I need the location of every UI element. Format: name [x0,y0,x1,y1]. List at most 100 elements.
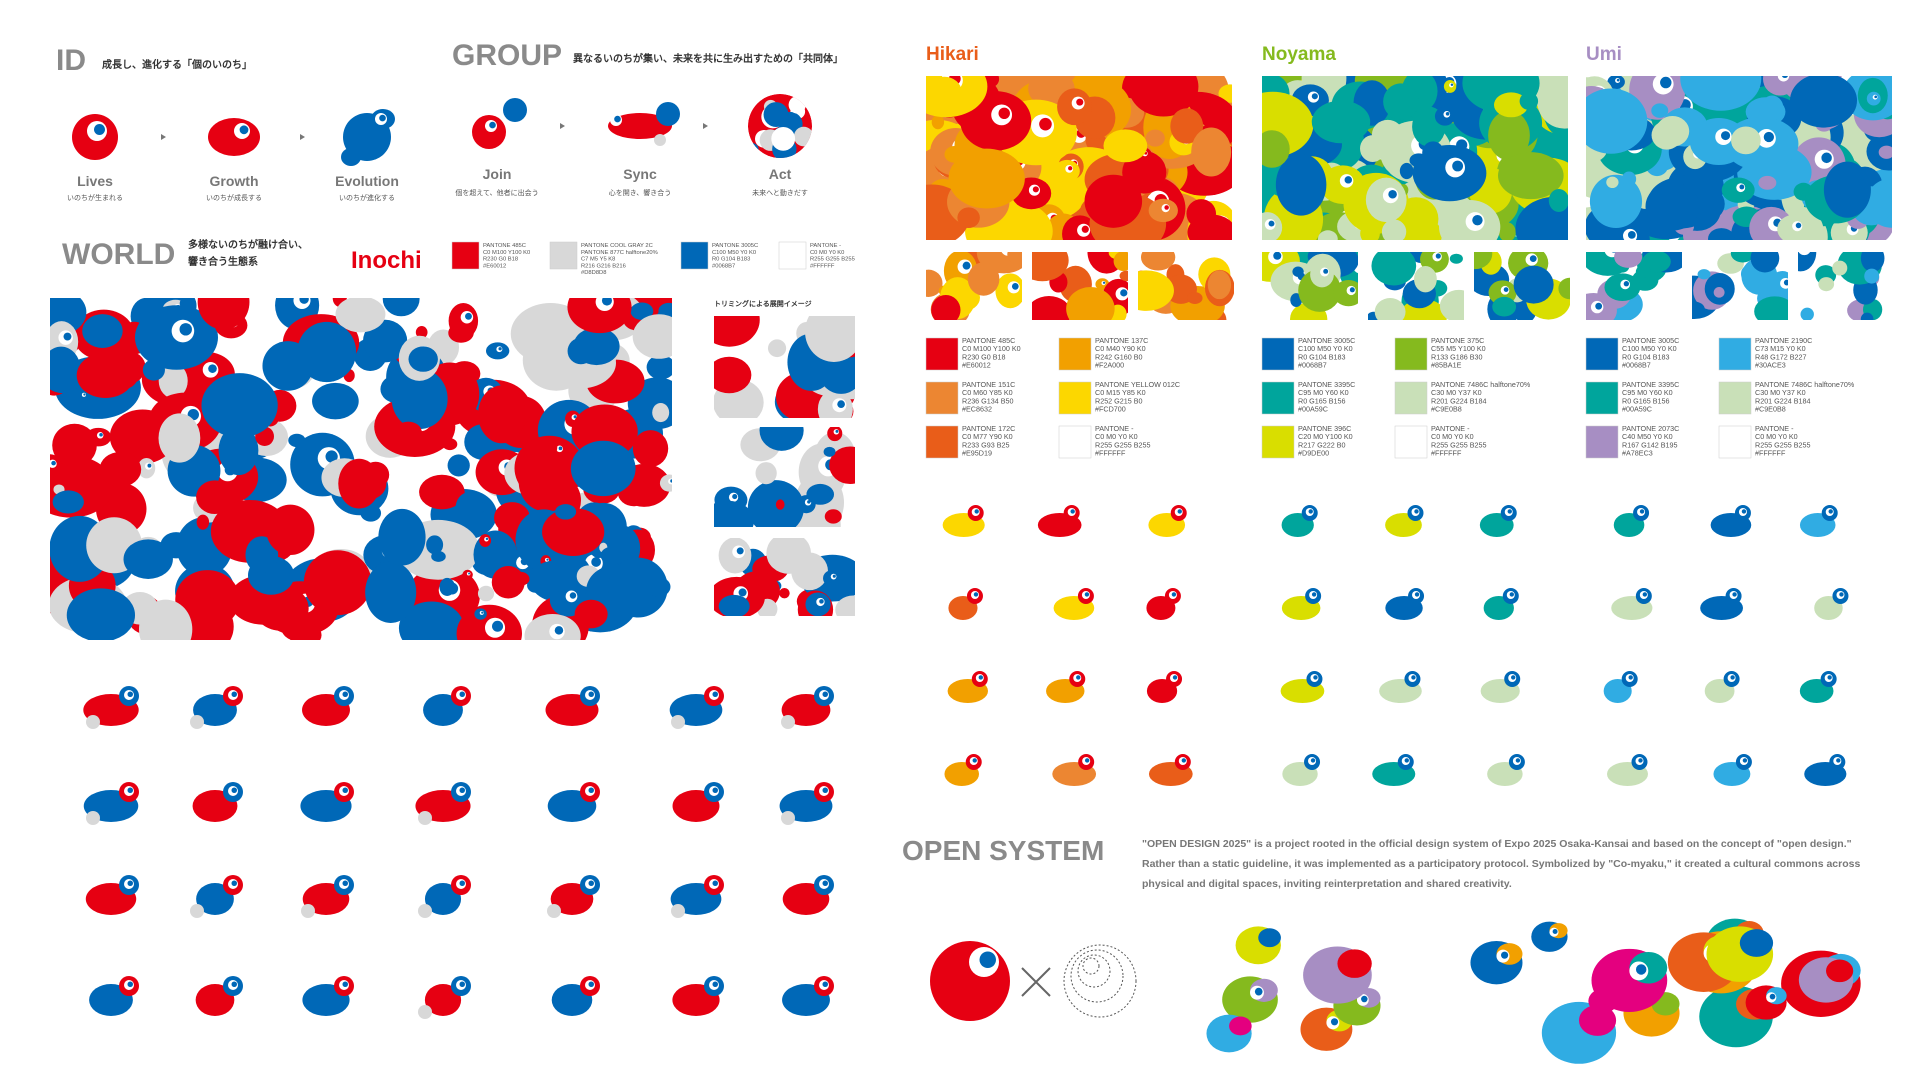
blob [158,363,188,399]
blob [1066,287,1115,320]
pupil [459,787,465,793]
blob [362,319,408,363]
pupil [1730,675,1735,680]
trimming-label: トリミングによる展開イメージ [714,299,812,308]
blob [755,462,777,485]
blob [714,316,760,347]
mascot [1052,754,1097,786]
mascot [1372,754,1416,786]
blob-character [1222,976,1278,1023]
blob [1383,83,1419,120]
pupil [1171,592,1177,597]
pupil [325,450,338,463]
mascot [947,671,988,703]
swatch-text: R201 G224 B184 [1755,396,1811,405]
blob [659,474,672,492]
blob [1170,108,1204,144]
swatch-text: PANTONE 3005C [1622,336,1679,345]
blob [1488,110,1530,161]
mascot [423,686,471,726]
swatch [1718,381,1752,415]
theme-name: Umi [1586,44,1622,65]
blob [1258,928,1281,948]
swatch-text: R255 G255 B255 [1095,440,1151,449]
pupil [573,415,577,419]
pupil [822,787,828,793]
pupil [822,880,828,886]
swatch-text: C7 M5 Y5 K8 [581,257,615,263]
blob [1878,145,1892,159]
blob [1207,270,1232,300]
pattern [926,252,1022,320]
pupil [569,592,577,599]
blob [335,298,386,333]
swatch-text: #FCD700 [1095,405,1126,414]
blob [600,546,625,565]
eye [1777,76,1790,82]
blob [82,314,123,348]
swatch-text: C95 M0 Y60 K0 [1298,388,1349,397]
blob [793,126,812,147]
pupil [670,479,672,483]
blob [418,811,432,825]
pupil [127,787,133,793]
stage-label: Lives [77,173,113,189]
blob [1860,312,1874,320]
pupil [712,981,718,987]
pupil [63,332,72,341]
pupil [712,787,718,793]
blob [312,382,359,420]
pupil [558,446,563,451]
pupil [1627,230,1636,239]
pattern [1474,252,1570,320]
blob [1586,88,1648,154]
pattern [1692,252,1788,320]
pupil [1628,675,1633,680]
mascot [1799,671,1837,703]
pupil [1361,995,1368,1003]
blob [1007,252,1022,265]
pupil [1742,758,1748,763]
blob-character [1235,926,1281,965]
pupil [588,787,594,793]
eye [1798,252,1811,256]
blob [426,535,444,555]
pupil [1358,261,1366,269]
blob [1498,152,1564,200]
blob [1140,252,1176,271]
blob [190,904,204,918]
pupil [832,574,836,578]
id-title: ID [56,44,86,77]
pupil [1330,1018,1339,1026]
blob [1145,129,1165,147]
mascot [1046,671,1086,703]
mascot [942,505,985,537]
mascot [1483,588,1519,620]
mascot [782,976,834,1016]
blob [671,715,685,729]
swatch [778,241,807,270]
stage-caption: 心を開き、響き合う [609,188,672,197]
pupil [1172,675,1178,680]
blob [1492,296,1517,317]
mascot [672,976,724,1016]
pupil [489,121,496,129]
blob [1758,175,1777,190]
blob [1739,929,1774,957]
pupil [1177,509,1182,514]
pupil [1769,993,1776,1000]
blob [245,536,279,574]
mascot [1280,671,1325,703]
swatch-text: C20 M0 Y100 K0 [1298,432,1353,441]
swatch-text: C0 M0 Y0 K0 [1755,432,1798,441]
blob [1371,119,1404,150]
pupil [342,880,348,886]
blob [1635,265,1651,278]
blob [646,354,672,380]
blob [293,446,309,463]
swatch [1058,337,1092,371]
pupil [379,114,386,122]
pupil [591,557,602,567]
stage-label: Join [483,166,512,182]
blob [1762,76,1798,96]
